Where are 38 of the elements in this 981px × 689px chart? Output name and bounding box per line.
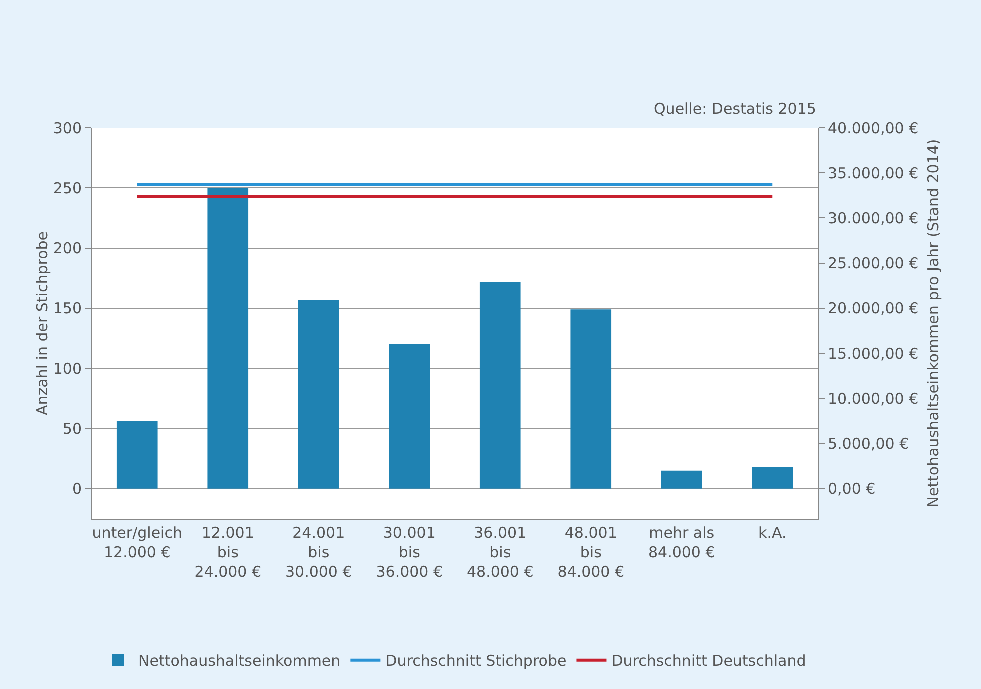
y2-tick-label: 15.000,00 € <box>828 344 919 363</box>
x-tick-label: unter/gleich 12.000 € <box>92 524 182 562</box>
bar <box>298 300 340 489</box>
bar <box>570 310 612 489</box>
bar <box>752 467 794 489</box>
y2-tick-label: 35.000,00 € <box>828 164 919 182</box>
x-tick-label: k.A. <box>758 524 787 542</box>
bar <box>208 188 249 489</box>
legend-label: Durchschnitt Stichprobe <box>386 652 567 670</box>
y-tick-label: 0 <box>72 480 82 498</box>
x-tick-label: mehr als 84.000 € <box>648 524 716 562</box>
x-tick-label: 36.001 bis 48.000 € <box>466 524 534 581</box>
x-tick-label: 24.001 bis 30.000 € <box>285 524 352 581</box>
y2-tick-label: 30.000,00 € <box>828 209 919 228</box>
y2-tick-label: 10.000,00 € <box>828 390 919 408</box>
y2-tick-label: 0,00 € <box>828 480 876 498</box>
legend-label: Durchschnitt Deutschland <box>612 652 806 670</box>
bar <box>116 422 158 489</box>
source-note: Quelle: Destatis 2015 <box>654 100 816 118</box>
y2-tick-label: 40.000,00 € <box>828 119 919 138</box>
y-tick-label: 100 <box>53 360 82 378</box>
y2-tick-label: 5.000,00 € <box>828 435 910 454</box>
y-axis-title: Anzahl in der Stichprobe <box>33 231 52 416</box>
x-tick-label: 48.001 bis 84.000 € <box>558 524 625 581</box>
y-tick-label: 300 <box>53 119 82 138</box>
bar <box>661 470 702 489</box>
y2-tick-label: 20.000,00 € <box>828 300 919 318</box>
y2-tick-label: 25.000,00 € <box>828 254 919 273</box>
bar <box>389 344 430 489</box>
y-tick-label: 50 <box>62 420 82 438</box>
y-tick-label: 200 <box>53 240 82 258</box>
y2-axis-title: Nettohaushaltseinkommen pro Jahr (Stand 2014) <box>924 139 943 508</box>
y-tick-label: 150 <box>53 300 82 318</box>
x-tick-label: 30.001 bis 36.000 € <box>376 524 444 581</box>
y-tick-label: 250 <box>53 179 82 198</box>
x-tick-label: 12.001 bis 24.000 € <box>194 524 262 581</box>
bar <box>480 282 521 489</box>
legend-label: Nettohaushaltseinkommen <box>138 652 341 670</box>
